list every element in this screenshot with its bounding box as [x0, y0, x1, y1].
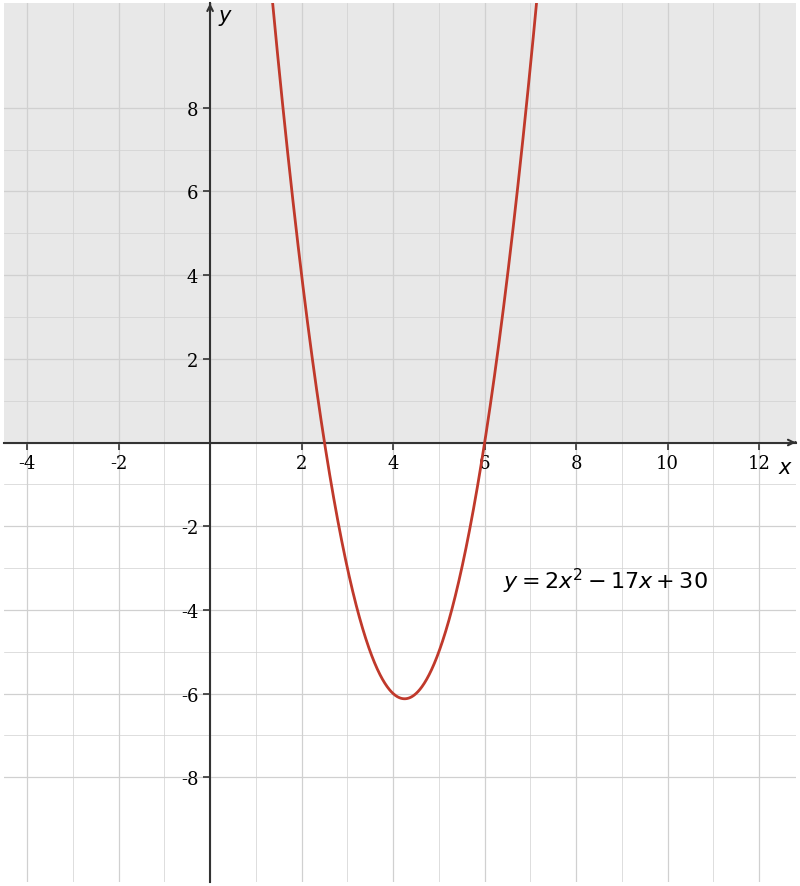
Text: $x$: $x$ [778, 458, 794, 478]
Text: $y$: $y$ [218, 8, 234, 28]
Text: $y = 2x^2 - 17x + 30$: $y = 2x^2 - 17x + 30$ [503, 566, 708, 595]
Bar [4, 0, 796, 443]
